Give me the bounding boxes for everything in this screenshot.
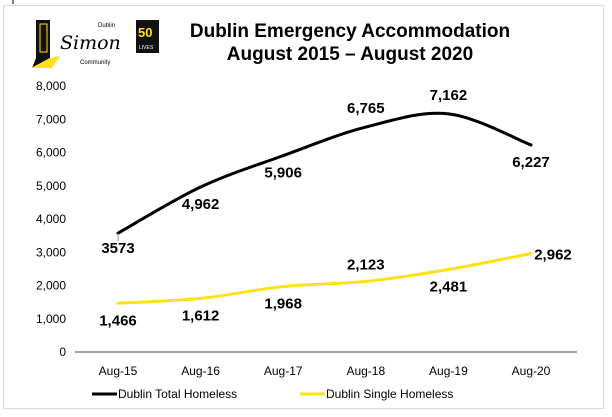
data-label: 2,123 xyxy=(347,256,385,273)
x-tick-label: Aug-20 xyxy=(512,364,551,378)
logo-badge xyxy=(136,20,159,53)
y-tick-label: 1,000 xyxy=(36,312,66,326)
title-line-1: Dublin Emergency Accommodation xyxy=(189,21,511,42)
data-label: 1,968 xyxy=(264,296,302,313)
data-label: 1,612 xyxy=(182,307,220,324)
door-light xyxy=(31,56,60,68)
data-label: 2,481 xyxy=(430,279,468,296)
x-tick-label: Aug-15 xyxy=(99,364,138,378)
data-label: 7,162 xyxy=(430,87,468,104)
y-tick-label: 3,000 xyxy=(36,245,66,259)
data-label: 2,962 xyxy=(534,247,572,264)
x-tick-label: Aug-17 xyxy=(264,364,303,378)
title-line-2: August 2015 – August 2020 xyxy=(226,44,474,65)
door-frame xyxy=(39,23,48,53)
data-point xyxy=(446,112,450,116)
data-label: 3573 xyxy=(101,240,134,257)
logo-community: Community xyxy=(80,60,110,66)
series-line-single xyxy=(117,252,532,305)
x-tick-label: Aug-19 xyxy=(429,364,468,378)
y-tick-label: 0 xyxy=(59,345,66,359)
data-point xyxy=(364,125,368,129)
data-label: 5,906 xyxy=(264,165,302,182)
data-point xyxy=(199,185,203,189)
legend-label-single: Dublin Single Homeless xyxy=(326,387,453,401)
data-point xyxy=(281,154,285,158)
data-point xyxy=(281,285,285,289)
data-label: 6,765 xyxy=(347,100,385,117)
y-tick-label: 5,000 xyxy=(36,179,66,193)
y-tick-label: 2,000 xyxy=(36,279,66,293)
x-tick-label: Aug-16 xyxy=(181,364,220,378)
data-point xyxy=(199,296,203,300)
data-point xyxy=(529,143,533,147)
legend-label-total: Dublin Total Homeless xyxy=(118,387,237,401)
data-point xyxy=(529,252,533,256)
logo-simon: Simon xyxy=(60,32,121,54)
data-label: 4,962 xyxy=(182,196,220,213)
y-tick-label: 6,000 xyxy=(36,146,66,160)
logo-badge-50: 50 xyxy=(138,25,152,40)
series-line-total xyxy=(117,111,532,235)
logo: Dublin Simon Community 50 LIVES xyxy=(31,20,159,68)
data-point xyxy=(446,268,450,272)
door-icon xyxy=(32,20,50,68)
data-point xyxy=(116,301,120,305)
logo-dublin: Dublin xyxy=(98,23,115,29)
y-tick-label: 4,000 xyxy=(36,212,66,226)
y-tick-label: 8,000 xyxy=(36,79,66,93)
chart-title: Dublin Emergency Accommodation August 20… xyxy=(150,20,550,66)
y-tick-label: 7,000 xyxy=(36,112,66,126)
data-point xyxy=(364,279,368,283)
x-tick-label: Aug-18 xyxy=(346,364,385,378)
chart-frame xyxy=(3,5,604,409)
data-label: 1,466 xyxy=(99,312,137,329)
logo-badge-lives: LIVES xyxy=(139,45,154,51)
data-label: 6,227 xyxy=(512,154,550,171)
